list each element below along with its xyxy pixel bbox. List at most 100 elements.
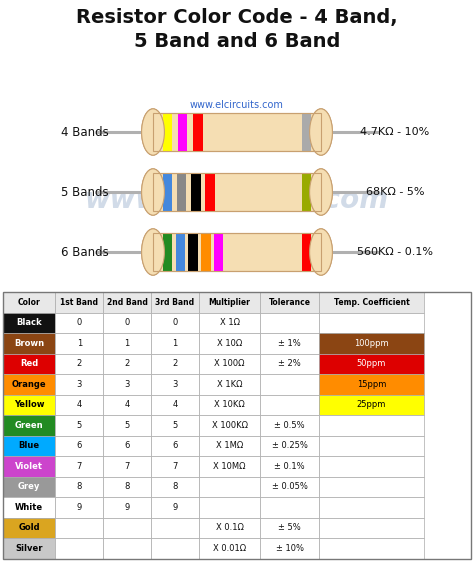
- Bar: [260, 456, 319, 477]
- Bar: [260, 497, 319, 518]
- Text: 4: 4: [172, 400, 177, 409]
- Bar: [193, 113, 202, 151]
- Ellipse shape: [142, 169, 164, 215]
- Text: 9: 9: [124, 503, 130, 512]
- Text: ± 1%: ± 1%: [278, 339, 301, 348]
- Bar: [55, 333, 103, 354]
- Text: 4 Bands: 4 Bands: [61, 126, 109, 139]
- Text: 100ppm: 100ppm: [354, 339, 389, 348]
- Text: www.elcircuits.com: www.elcircuits.com: [190, 100, 284, 110]
- Text: Violet: Violet: [15, 462, 43, 471]
- Text: 3: 3: [172, 380, 177, 389]
- Ellipse shape: [310, 109, 332, 155]
- Bar: [151, 333, 199, 354]
- Bar: [151, 538, 199, 558]
- Text: ± 5%: ± 5%: [278, 523, 301, 532]
- Bar: [319, 477, 424, 497]
- Bar: [199, 354, 260, 374]
- Bar: [151, 518, 199, 538]
- Text: 2: 2: [172, 359, 177, 368]
- Bar: [260, 415, 319, 435]
- Bar: [319, 538, 424, 558]
- Text: Gold: Gold: [18, 523, 40, 532]
- Text: Brown: Brown: [14, 339, 44, 348]
- Text: 5: 5: [172, 421, 177, 430]
- Bar: [55, 518, 103, 538]
- Bar: [3, 292, 55, 312]
- Text: 1: 1: [77, 339, 82, 348]
- Text: 4.7KΩ - 10%: 4.7KΩ - 10%: [360, 127, 429, 137]
- Bar: [260, 538, 319, 558]
- Ellipse shape: [310, 169, 332, 215]
- Bar: [214, 233, 223, 271]
- Ellipse shape: [142, 109, 164, 155]
- Text: X 100Ω: X 100Ω: [214, 359, 245, 368]
- Bar: [319, 333, 424, 354]
- Bar: [151, 456, 199, 477]
- Bar: [199, 477, 260, 497]
- Ellipse shape: [142, 229, 164, 275]
- Bar: [199, 292, 260, 312]
- Bar: [103, 374, 151, 394]
- Bar: [260, 354, 319, 374]
- Bar: [260, 312, 319, 333]
- Text: 2: 2: [77, 359, 82, 368]
- Text: X 10KΩ: X 10KΩ: [214, 400, 245, 409]
- Bar: [199, 518, 260, 538]
- Bar: [319, 518, 424, 538]
- Bar: [151, 354, 199, 374]
- Text: ± 0.1%: ± 0.1%: [274, 462, 305, 471]
- Text: 5 Bands: 5 Bands: [61, 186, 109, 199]
- Bar: [55, 374, 103, 394]
- Ellipse shape: [310, 229, 332, 275]
- Text: Orange: Orange: [12, 380, 46, 389]
- Bar: [199, 415, 260, 435]
- Bar: [151, 435, 199, 456]
- Bar: [103, 354, 151, 374]
- Text: White: White: [15, 503, 43, 512]
- Bar: [175, 233, 185, 271]
- Bar: [55, 477, 103, 497]
- Bar: [163, 233, 172, 271]
- Bar: [151, 477, 199, 497]
- Bar: [260, 292, 319, 312]
- Bar: [55, 538, 103, 558]
- Text: X 100KΩ: X 100KΩ: [211, 421, 247, 430]
- Text: 5: 5: [77, 421, 82, 430]
- Ellipse shape: [142, 229, 164, 275]
- Bar: [103, 538, 151, 558]
- Text: 7: 7: [77, 462, 82, 471]
- Text: X 10MΩ: X 10MΩ: [213, 462, 246, 471]
- Bar: [103, 497, 151, 518]
- Bar: [260, 374, 319, 394]
- Ellipse shape: [310, 229, 332, 275]
- Text: 560KΩ - 0.1%: 560KΩ - 0.1%: [357, 247, 433, 257]
- Bar: [199, 456, 260, 477]
- Bar: [153, 173, 321, 211]
- Bar: [199, 435, 260, 456]
- Text: 0: 0: [77, 318, 82, 327]
- Text: Temp. Coefficient: Temp. Coefficient: [334, 298, 410, 307]
- Text: X 0.01Ω: X 0.01Ω: [213, 544, 246, 553]
- Bar: [103, 518, 151, 538]
- Text: 6: 6: [172, 441, 177, 450]
- Text: 5: 5: [124, 421, 130, 430]
- Bar: [151, 415, 199, 435]
- Text: Silver: Silver: [16, 544, 43, 553]
- Text: 6: 6: [77, 441, 82, 450]
- Bar: [260, 394, 319, 415]
- Bar: [199, 374, 260, 394]
- Bar: [302, 173, 311, 211]
- Text: 0: 0: [124, 318, 130, 327]
- Text: 7: 7: [124, 462, 130, 471]
- Ellipse shape: [142, 169, 164, 215]
- Bar: [153, 113, 321, 151]
- Bar: [153, 173, 321, 211]
- Text: ± 0.25%: ± 0.25%: [272, 441, 308, 450]
- Bar: [153, 233, 321, 271]
- Text: Yellow: Yellow: [14, 400, 45, 409]
- Bar: [103, 394, 151, 415]
- Bar: [151, 312, 199, 333]
- Text: 3rd Band: 3rd Band: [155, 298, 194, 307]
- Text: 4: 4: [77, 400, 82, 409]
